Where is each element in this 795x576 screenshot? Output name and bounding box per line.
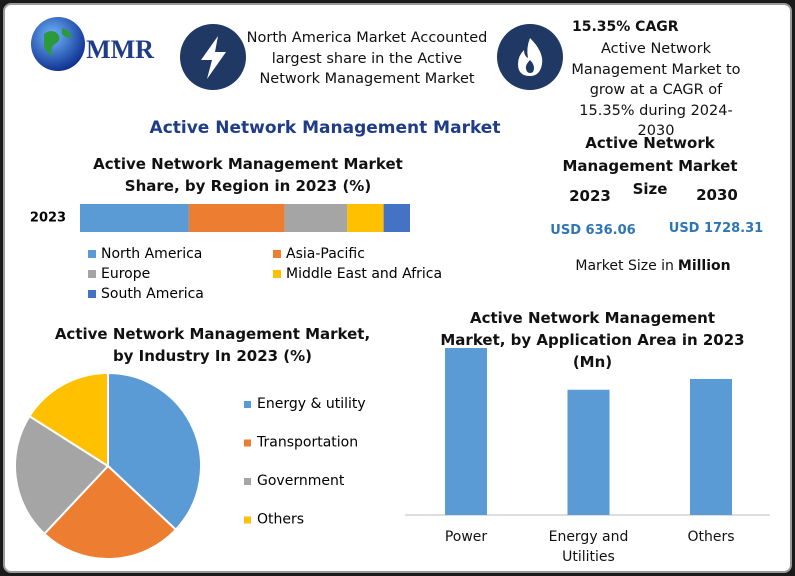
bar-segment (284, 204, 348, 232)
x-tick-label: Power (444, 529, 488, 545)
x-tick-label: Energy and Utilities (548, 529, 629, 565)
legend-swatch (244, 516, 251, 524)
pie-slice (28, 371, 109, 468)
legend-swatch (88, 250, 96, 258)
main-title: Active Network Management Market (149, 118, 501, 138)
chart-title: Active Network Management Market, by App… (440, 309, 745, 371)
cagr-title: 15.35% CAGR (572, 19, 679, 35)
legend-swatch (88, 290, 96, 298)
logo-text: MMR (86, 35, 154, 64)
legend-label: South America (101, 286, 204, 302)
chart-title: Active Network Management Market, by Ind… (54, 325, 371, 365)
logo-globe (31, 17, 85, 71)
legend-label: Energy & utility (257, 396, 366, 412)
bar (445, 348, 487, 515)
legend-swatch (244, 439, 251, 447)
bar-segment (347, 204, 384, 232)
x-tick-label: Others (687, 529, 735, 545)
legend-label: North America (101, 246, 202, 262)
lightning-icon (201, 36, 226, 79)
legend-label: Others (257, 512, 304, 528)
legend-swatch (244, 401, 251, 408)
legend-label: Transportation (256, 435, 358, 451)
bar-segment (383, 204, 410, 232)
legend-label: Asia-Pacific (286, 246, 365, 262)
fact-text: North America Market Accounted largest s… (246, 30, 488, 87)
pie-slice (107, 371, 202, 532)
bar (690, 378, 732, 515)
size-year: 2030 (696, 186, 738, 204)
legend-label: Europe (101, 266, 150, 282)
size-note-text: Market Size in (575, 258, 674, 274)
pie-slice (14, 414, 110, 536)
bar-segment (80, 204, 189, 232)
size-value: USD 1728.31 (668, 221, 764, 236)
size-value: USD 636.06 (550, 223, 636, 238)
bar (567, 389, 610, 515)
bar-segment (188, 204, 285, 232)
legend-label: Government (257, 473, 345, 489)
size-year: 2023 (569, 187, 611, 205)
pie-slice (42, 464, 178, 560)
size-note: Market Size in Million (560, 258, 746, 274)
size-title: Active Network Management Market Size (562, 134, 738, 198)
size-unit: Million (677, 258, 731, 274)
flame-icon (518, 38, 543, 76)
cagr-text: Active Network Management Market to grow… (571, 41, 741, 139)
chart-title: Active Network Management Market Share, … (93, 155, 403, 195)
legend-swatch (88, 270, 96, 278)
logo-land (44, 28, 72, 56)
legend-swatch (244, 478, 251, 485)
legend-swatch (273, 250, 281, 258)
legend-label: Middle East and Africa (286, 266, 442, 282)
category-label: 2023 (30, 211, 66, 226)
legend-swatch (273, 270, 281, 278)
